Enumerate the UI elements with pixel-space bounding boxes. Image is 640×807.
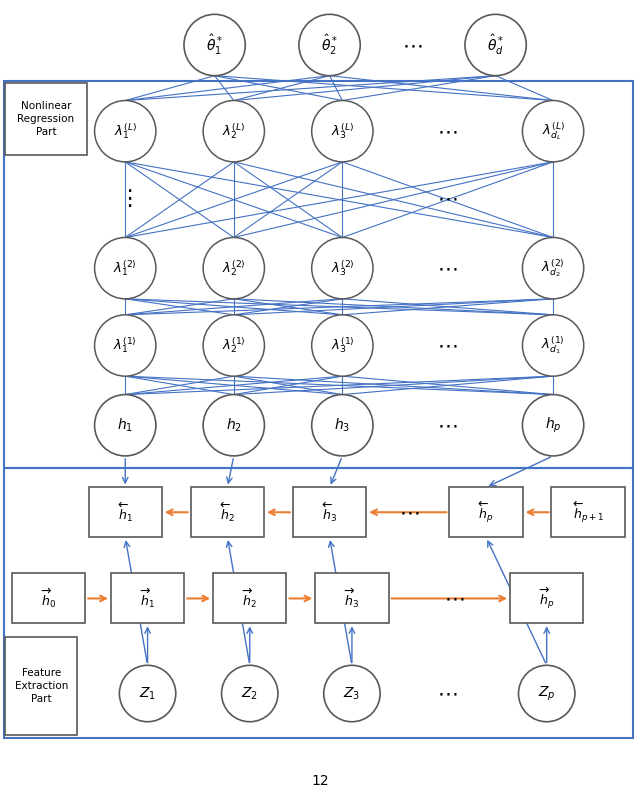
Text: $\lambda_1^{(L)}$: $\lambda_1^{(L)}$ <box>114 121 137 141</box>
FancyBboxPatch shape <box>449 487 523 537</box>
Text: $\overleftarrow{h}_1$: $\overleftarrow{h}_1$ <box>118 500 132 524</box>
Text: $\hat{\theta}_1^*$: $\hat{\theta}_1^*$ <box>206 33 223 57</box>
FancyBboxPatch shape <box>88 487 162 537</box>
Ellipse shape <box>184 15 245 76</box>
Text: $\hat{\theta}_d^*$: $\hat{\theta}_d^*$ <box>487 33 504 57</box>
Text: $\hat{\theta}_2^*$: $\hat{\theta}_2^*$ <box>321 33 338 57</box>
Text: $Z_2$: $Z_2$ <box>241 685 259 702</box>
Text: $\lambda_{d_2}^{(2)}$: $\lambda_{d_2}^{(2)}$ <box>541 257 565 279</box>
Text: $\cdots$: $\cdots$ <box>438 416 458 435</box>
FancyBboxPatch shape <box>5 83 87 156</box>
Text: $\cdots$: $\cdots$ <box>444 588 465 608</box>
Text: $\overleftarrow{h}_2$: $\overleftarrow{h}_2$ <box>220 500 235 524</box>
Text: $\lambda_3^{(L)}$: $\lambda_3^{(L)}$ <box>331 121 354 141</box>
Ellipse shape <box>324 665 380 721</box>
Ellipse shape <box>299 15 360 76</box>
Text: $\lambda_3^{(1)}$: $\lambda_3^{(1)}$ <box>330 336 354 355</box>
Ellipse shape <box>203 315 264 376</box>
Text: $\lambda_1^{(2)}$: $\lambda_1^{(2)}$ <box>113 258 137 278</box>
FancyBboxPatch shape <box>111 574 184 624</box>
Text: $\overrightarrow{h}_3$: $\overrightarrow{h}_3$ <box>344 587 360 610</box>
FancyBboxPatch shape <box>12 574 85 624</box>
Ellipse shape <box>203 395 264 456</box>
Ellipse shape <box>203 237 264 299</box>
FancyBboxPatch shape <box>191 487 264 537</box>
Text: $\lambda_{d_L}^{(L)}$: $\lambda_{d_L}^{(L)}$ <box>541 120 564 142</box>
FancyBboxPatch shape <box>5 638 77 735</box>
Text: $\lambda_2^{(1)}$: $\lambda_2^{(1)}$ <box>222 336 246 355</box>
Text: $Z_1$: $Z_1$ <box>139 685 156 702</box>
Text: $\cdots$: $\cdots$ <box>399 502 420 522</box>
Ellipse shape <box>312 395 373 456</box>
Ellipse shape <box>312 315 373 376</box>
Text: $\overrightarrow{h}_1$: $\overrightarrow{h}_1$ <box>140 587 155 610</box>
Ellipse shape <box>221 665 278 721</box>
Text: $Z_3$: $Z_3$ <box>343 685 360 702</box>
Ellipse shape <box>95 315 156 376</box>
Ellipse shape <box>312 237 373 299</box>
Ellipse shape <box>522 101 584 162</box>
Text: $\overleftarrow{h}_{p+1}$: $\overleftarrow{h}_{p+1}$ <box>573 500 604 525</box>
Ellipse shape <box>120 665 176 721</box>
FancyBboxPatch shape <box>510 574 584 624</box>
Text: $\lambda_2^{(2)}$: $\lambda_2^{(2)}$ <box>222 258 246 278</box>
Text: $h_2$: $h_2$ <box>226 416 242 434</box>
Text: $\cdots$: $\cdots$ <box>403 35 423 55</box>
Ellipse shape <box>203 101 264 162</box>
Ellipse shape <box>312 101 373 162</box>
Ellipse shape <box>522 237 584 299</box>
Text: $\overleftarrow{h}_3$: $\overleftarrow{h}_3$ <box>322 500 337 524</box>
Text: $\cdots$: $\cdots$ <box>438 336 458 356</box>
Text: $\lambda_1^{(1)}$: $\lambda_1^{(1)}$ <box>113 336 137 355</box>
FancyBboxPatch shape <box>293 487 366 537</box>
FancyBboxPatch shape <box>552 487 625 537</box>
Text: $\overrightarrow{h}_2$: $\overrightarrow{h}_2$ <box>243 587 257 610</box>
FancyBboxPatch shape <box>316 574 388 624</box>
Text: $\overrightarrow{h}_0$: $\overrightarrow{h}_0$ <box>41 587 56 610</box>
Ellipse shape <box>95 395 156 456</box>
Text: $\cdots$: $\cdots$ <box>438 188 458 208</box>
Text: $\cdots$: $\cdots$ <box>438 684 458 704</box>
FancyBboxPatch shape <box>213 574 287 624</box>
Text: $\lambda_2^{(L)}$: $\lambda_2^{(L)}$ <box>222 121 245 141</box>
Text: $h_3$: $h_3$ <box>334 416 351 434</box>
Ellipse shape <box>465 15 526 76</box>
Text: $\overrightarrow{h}_p$: $\overrightarrow{h}_p$ <box>539 586 554 611</box>
Text: $h_p$: $h_p$ <box>545 416 561 435</box>
Ellipse shape <box>522 395 584 456</box>
Text: $\lambda_3^{(2)}$: $\lambda_3^{(2)}$ <box>330 258 354 278</box>
Text: 12: 12 <box>311 774 329 788</box>
Text: Feature
Extraction
Part: Feature Extraction Part <box>15 668 68 705</box>
Text: $\cdots$: $\cdots$ <box>438 258 458 278</box>
Text: $\cdots$: $\cdots$ <box>438 121 458 141</box>
Ellipse shape <box>95 101 156 162</box>
Ellipse shape <box>522 315 584 376</box>
Text: $Z_p$: $Z_p$ <box>538 684 556 703</box>
Text: $\vdots$: $\vdots$ <box>118 187 132 209</box>
Ellipse shape <box>518 665 575 721</box>
Text: $h_1$: $h_1$ <box>117 416 133 434</box>
Text: Nonlinear
Regression
Part: Nonlinear Regression Part <box>17 101 75 137</box>
Ellipse shape <box>95 237 156 299</box>
Text: $\overleftarrow{h}_p$: $\overleftarrow{h}_p$ <box>479 500 493 525</box>
Text: $\lambda_{d_1}^{(1)}$: $\lambda_{d_1}^{(1)}$ <box>541 335 565 357</box>
